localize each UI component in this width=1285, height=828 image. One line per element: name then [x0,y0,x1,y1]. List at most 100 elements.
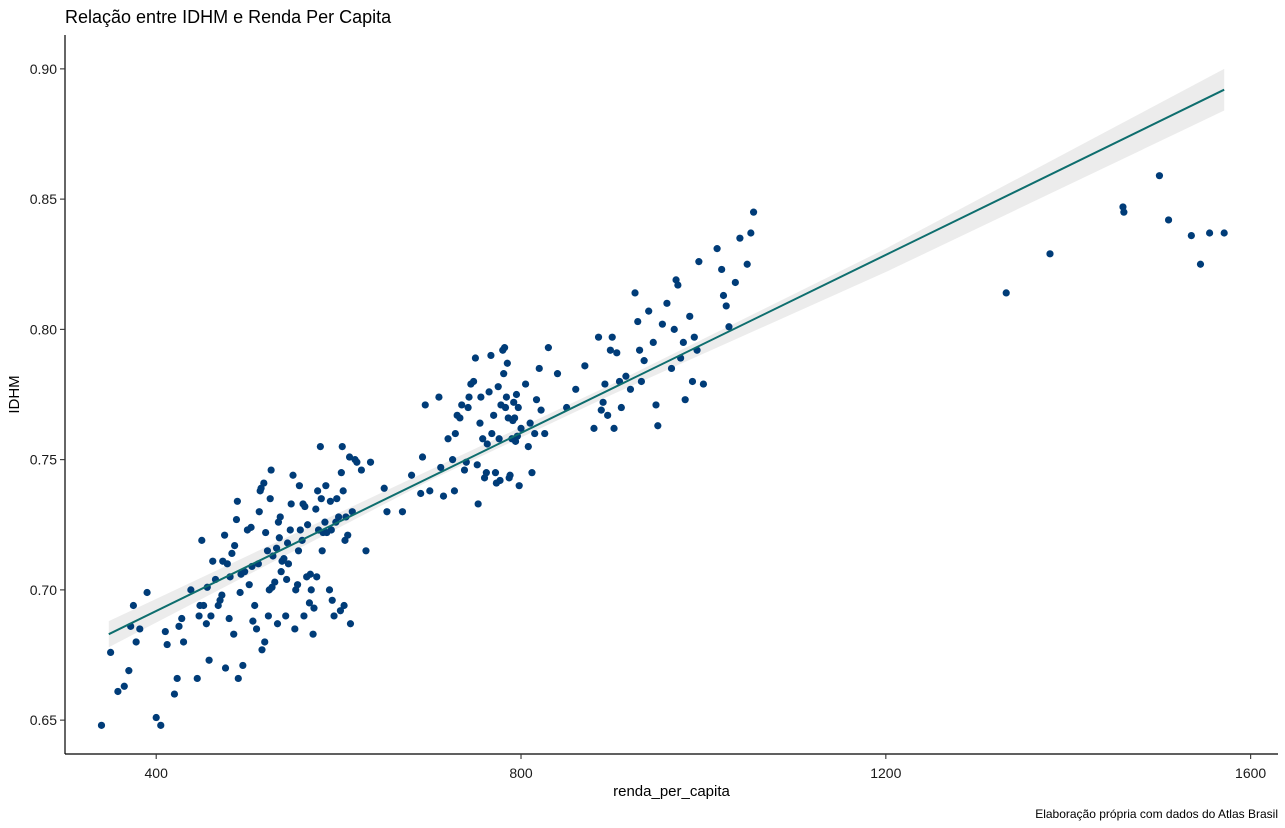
data-point [731,278,739,287]
data-point [514,403,522,412]
data-point [491,469,500,477]
y-tick-label: 0.80 [30,321,57,337]
data-point [264,612,272,620]
data-point [532,396,541,404]
data-point [667,364,676,373]
data-point [336,607,345,615]
data-point [125,667,133,675]
data-point [294,547,303,555]
data-point [295,482,303,490]
data-point [485,388,493,396]
data-point [249,617,257,625]
data-point [357,466,366,474]
data-point [193,674,201,683]
data-point [272,544,281,552]
regression-line [108,88,1225,636]
data-point [713,245,721,253]
data-point [528,469,536,477]
data-point [291,625,299,633]
data-point [1164,216,1173,224]
data-point [652,401,660,409]
data-point [225,614,233,623]
data-point [187,586,195,594]
data-point [500,344,509,352]
data-point [179,638,188,646]
data-point [277,568,285,576]
data-point [1220,229,1228,237]
data-point [417,489,425,498]
data-point [223,560,231,568]
data-point [296,526,304,534]
data-point [362,547,370,555]
data-point [1120,208,1128,216]
data-point [541,429,549,438]
data-point [487,351,495,360]
data-point [699,380,708,388]
data-point [263,547,272,555]
data-point [333,495,341,503]
data-point [496,476,504,485]
data-point [284,560,293,568]
data-point [266,495,274,503]
data-point [330,612,338,620]
data-point [451,429,459,438]
data-point [283,575,291,584]
data-point [444,435,452,443]
data-point [275,534,283,542]
data-point [326,497,335,505]
data-point [610,424,618,432]
data-point [310,604,318,612]
data-point [304,521,312,529]
data-point [322,482,330,490]
data-point [439,492,448,500]
y-tick-label: 0.65 [30,712,57,728]
y-axis-title: IDHM [6,375,23,413]
axes: 400 800 1200 1600 0.65 0.70 0.75 0.80 0.85 0.90 [30,35,1278,781]
y-tick-label: 0.75 [30,452,57,468]
data-point [114,687,122,696]
data-point [535,364,543,373]
data-point [276,513,284,521]
data-point [418,453,427,461]
data-point [725,323,733,331]
data-point [688,377,697,386]
data-point [221,664,230,672]
data-point [380,484,388,492]
data-point [572,385,580,393]
data-point [679,338,687,346]
data-point [494,383,502,391]
data-point [293,581,302,589]
data-point [590,424,598,432]
data-point [309,630,317,638]
data-point [231,541,239,550]
data-point [649,338,657,346]
data-point [450,487,459,495]
data-point [353,458,361,466]
data-point [1155,172,1164,180]
data-point [531,429,539,438]
data-point [273,620,282,628]
data-point [202,620,210,628]
data-point [307,586,315,594]
data-point [510,398,518,406]
data-point [460,466,469,474]
data-point [1196,260,1205,268]
data-point [337,469,345,477]
data-point [437,463,445,472]
data-point [634,317,642,326]
data-point [606,346,614,354]
data-point [469,377,478,386]
data-point [200,601,208,610]
data-point [328,596,336,604]
data-point [132,638,140,646]
data-point [280,555,288,563]
data-point [521,380,530,388]
data-point [232,515,241,524]
data-point [289,471,297,479]
data-point [198,536,206,544]
fit-line [108,88,1225,636]
x-axis-title: renda_per_capita [613,783,730,800]
data-point [1046,250,1054,258]
data-point [613,349,621,357]
